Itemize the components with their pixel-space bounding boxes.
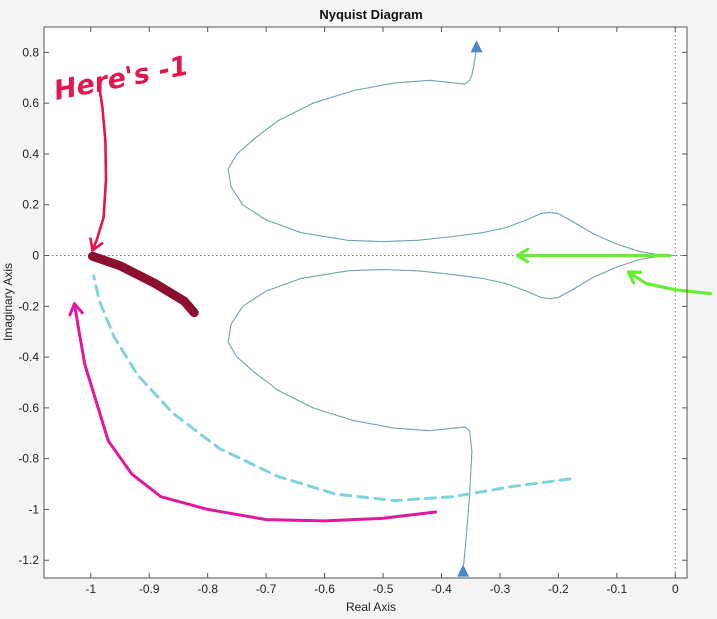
annotation-arrowhead-0 bbox=[89, 237, 104, 252]
annotation-stroke-dashed-3 bbox=[92, 274, 572, 503]
x-tick-label: -1 bbox=[85, 582, 96, 596]
annotation-arrowhead-5 bbox=[626, 270, 643, 285]
y-tick-label: -0.4 bbox=[18, 350, 39, 364]
y-tick-label: -0.6 bbox=[18, 401, 39, 415]
y-tick-label: 0.6 bbox=[22, 96, 39, 110]
x-axis-label: Real Axis bbox=[346, 600, 396, 614]
axis-ticks: -1 -0.9 -0.8 -0.7 -0.6 -0.5 -0.4 -0.3 -0.2 -0.1 0 0… bbox=[18, 27, 687, 596]
y-tick-label: -0.8 bbox=[18, 452, 39, 466]
x-tick-label: 0 bbox=[672, 582, 679, 596]
annotation-stroke-arrow-0 bbox=[91, 86, 108, 252]
x-tick-label: -0.7 bbox=[256, 582, 277, 596]
x-tick-label: -0.3 bbox=[490, 582, 511, 596]
reference-lines bbox=[44, 27, 687, 578]
y-tick-label: 0 bbox=[32, 249, 39, 263]
annotation-stroke-arrow-5 bbox=[626, 270, 712, 296]
annotation-stroke-line-1 bbox=[88, 251, 199, 318]
annotation-arrowhead-2 bbox=[68, 302, 84, 317]
direction-arrowhead-0 bbox=[470, 40, 483, 53]
hand-annotations bbox=[68, 86, 712, 523]
x-tick-label: -0.1 bbox=[607, 582, 628, 596]
chart-title: Nyquist Diagram bbox=[319, 7, 422, 22]
nyquist-branch-1 bbox=[227, 254, 676, 571]
plot-area bbox=[44, 27, 687, 578]
x-tick-label: -0.5 bbox=[373, 582, 394, 596]
x-tick-label: -0.2 bbox=[548, 582, 569, 596]
annotation-stroke-arrow-2 bbox=[72, 302, 438, 523]
x-tick-label: -0.6 bbox=[314, 582, 335, 596]
x-tick-label: -0.8 bbox=[197, 582, 218, 596]
y-tick-label: 0.2 bbox=[22, 198, 39, 212]
y-tick-label: -1.2 bbox=[18, 553, 39, 567]
annotation-arrowhead-4 bbox=[515, 247, 530, 264]
x-tick-label: -0.4 bbox=[431, 582, 452, 596]
nyquist-curves bbox=[227, 40, 676, 577]
plot-frame bbox=[43, 26, 688, 579]
y-tick-label: 0.8 bbox=[22, 45, 39, 59]
y-tick-label: 0.4 bbox=[22, 147, 39, 161]
direction-arrowhead-1 bbox=[457, 564, 470, 577]
x-tick-label: -0.9 bbox=[139, 582, 160, 596]
y-tick-label: -1 bbox=[28, 502, 39, 516]
y-tick-label: -0.2 bbox=[18, 299, 39, 313]
nyquist-branch-0 bbox=[227, 47, 676, 257]
y-axis-label: Imaginary Axis bbox=[1, 263, 15, 341]
